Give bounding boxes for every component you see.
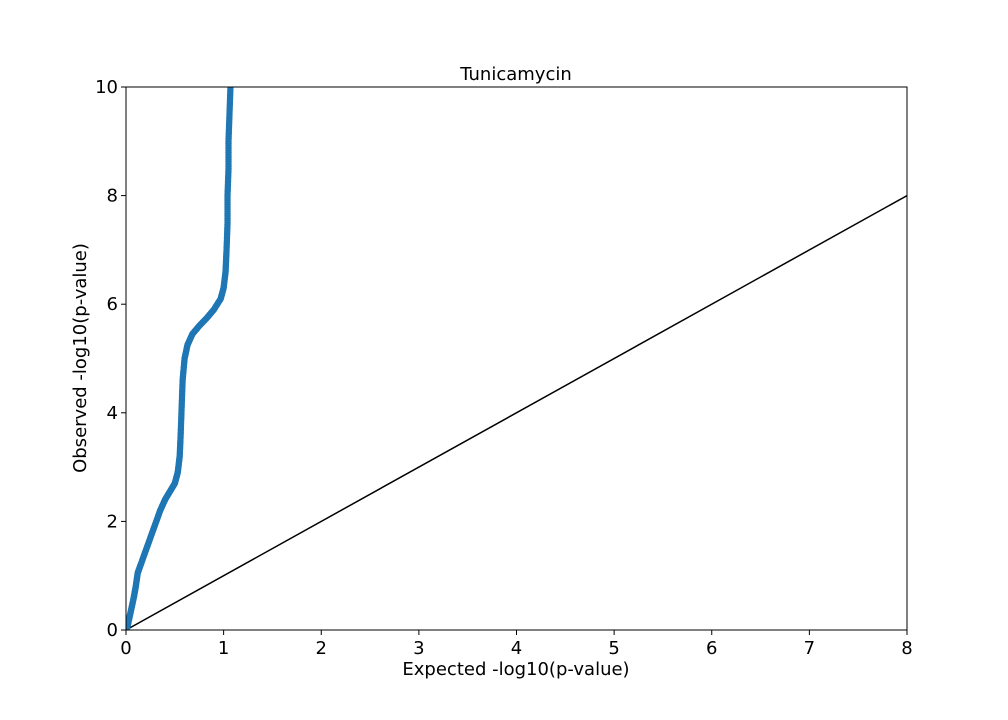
x-tick-label: 1 — [218, 638, 229, 659]
data-point — [227, 87, 234, 91]
y-tick-label: 10 — [95, 77, 118, 98]
y-tick-label: 8 — [107, 186, 118, 207]
chart-title: Tunicamycin — [459, 64, 572, 85]
reference-line — [126, 194, 907, 630]
x-tick-label: 2 — [316, 638, 327, 659]
y-tick-label: 0 — [107, 620, 118, 641]
y-tick-label: 6 — [107, 294, 118, 315]
x-tick-label: 5 — [608, 638, 619, 659]
x-tick-label: 3 — [413, 638, 424, 659]
x-tick-label: 4 — [511, 638, 522, 659]
x-axis-label: Expected -log10(p-value) — [402, 659, 629, 680]
y-tick-label: 2 — [107, 511, 118, 532]
x-tick-label: 8 — [901, 638, 912, 659]
observed-series — [126, 87, 234, 630]
x-tick-label: 0 — [120, 638, 131, 659]
x-tick-label: 7 — [804, 638, 815, 659]
x-tick-label: 6 — [706, 638, 717, 659]
y-tick-label: 4 — [107, 403, 118, 424]
y-axis: 0 2 4 6 8 10 — [95, 77, 126, 641]
plot-background — [126, 87, 907, 630]
y-axis-label: Observed -log10(p-value) — [70, 243, 91, 473]
chart-marks — [126, 87, 907, 630]
x-axis: 0 1 2 3 4 5 6 7 8 — [120, 630, 913, 659]
